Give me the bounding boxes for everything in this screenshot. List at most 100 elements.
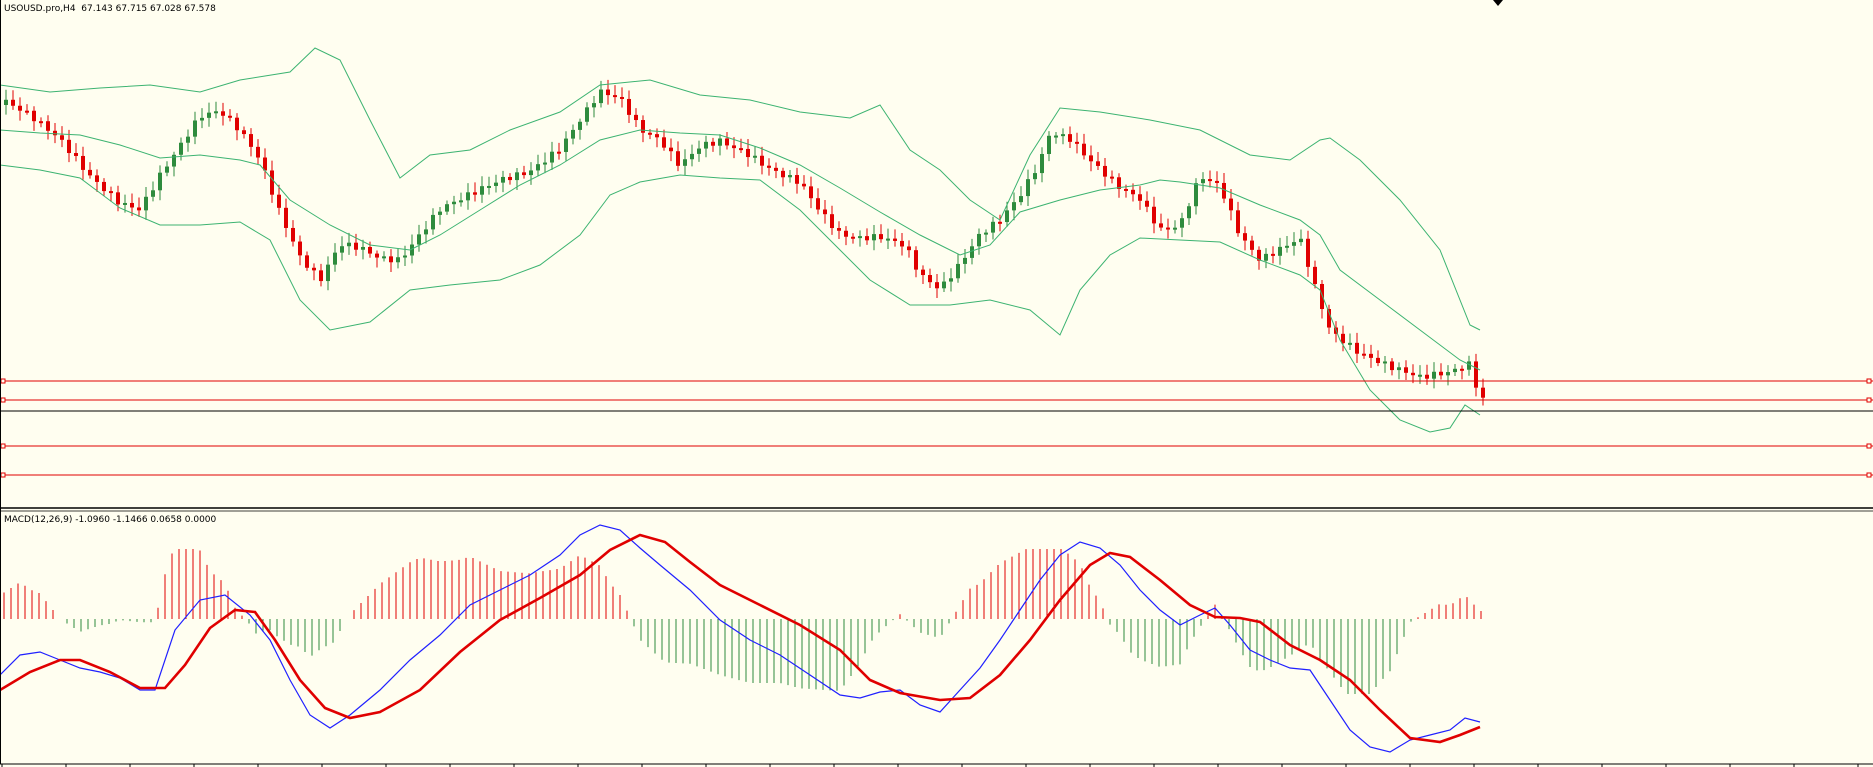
candle (1103, 157, 1107, 187)
candle-body (1474, 361, 1478, 388)
candle (1348, 333, 1352, 351)
candle (1397, 362, 1401, 380)
candle-body (844, 230, 848, 237)
candle-body (928, 275, 932, 283)
candle-body (417, 234, 421, 245)
candle (1425, 364, 1429, 385)
candle (634, 108, 638, 127)
candle-body (746, 148, 750, 158)
candle (1313, 260, 1317, 289)
candle-body (130, 202, 134, 208)
candle (347, 232, 351, 255)
candle (1404, 360, 1408, 380)
candle-body (998, 221, 1002, 224)
candle (249, 128, 253, 157)
candle (739, 138, 743, 153)
candle-body (620, 96, 624, 99)
candle-body (977, 233, 981, 247)
candle-body (536, 164, 540, 171)
horizontal-level (0, 472, 1873, 478)
candle-body (221, 111, 225, 116)
candle (1089, 145, 1093, 172)
candle-body (522, 172, 526, 176)
candle-body (1355, 342, 1359, 354)
candle-body (599, 89, 603, 104)
candle-body (200, 117, 204, 121)
candle-body (1040, 153, 1044, 174)
candle-body (312, 267, 316, 271)
candle (298, 235, 302, 266)
candle (774, 162, 778, 179)
candle (11, 90, 15, 110)
candle-body (1236, 210, 1240, 234)
candle-body (95, 175, 99, 182)
candle (928, 268, 932, 288)
candle-body (578, 121, 582, 130)
candle-body (1082, 143, 1086, 156)
candle-body (1005, 210, 1009, 223)
candle-body (900, 240, 904, 247)
candle-body (1250, 240, 1254, 250)
candle-body (1103, 165, 1107, 177)
candle (795, 167, 799, 194)
candle (1243, 226, 1247, 251)
candle (368, 241, 372, 258)
candle (1264, 248, 1268, 269)
candle-body (515, 172, 519, 181)
candle (942, 272, 946, 293)
level-handle-right (1866, 378, 1872, 384)
candle-body (627, 98, 631, 115)
candle (886, 228, 890, 249)
candle (606, 79, 610, 105)
candle-body (473, 192, 477, 195)
candle-body (1173, 227, 1177, 230)
candle (1327, 304, 1331, 334)
candle (319, 263, 323, 287)
candle (1075, 132, 1079, 154)
level-handle-right (1866, 472, 1872, 478)
candle (494, 174, 498, 193)
candle (522, 165, 526, 179)
macd-signal-line (0, 533, 1481, 744)
candle-body (410, 244, 414, 256)
candle (956, 254, 960, 283)
chart-shift-marker-icon[interactable] (1493, 0, 1503, 6)
candle (1355, 332, 1359, 364)
candle-body (39, 121, 43, 124)
candle (95, 169, 99, 192)
candle-body (1446, 372, 1450, 376)
candle (438, 207, 442, 225)
candle-body (1012, 202, 1016, 211)
candle-body (116, 192, 120, 205)
candle-body (53, 130, 57, 136)
candle (1362, 343, 1366, 359)
candle-body (480, 186, 484, 195)
candle-body (823, 209, 827, 215)
candle-body (1306, 238, 1310, 267)
candle (46, 115, 50, 140)
candle-body (1390, 361, 1394, 371)
candle-body (781, 170, 785, 178)
candle-body (529, 170, 533, 176)
candle-body (718, 138, 722, 146)
candle (753, 145, 757, 164)
candle (592, 95, 596, 118)
candle-body (921, 269, 925, 276)
candle (571, 124, 575, 145)
level-handle-right (1866, 397, 1872, 403)
candle-body (1264, 253, 1268, 261)
candle-body (228, 115, 232, 118)
candle-body (956, 263, 960, 279)
candle (291, 220, 295, 247)
horizontal-levels[interactable] (0, 378, 1873, 478)
candle-body (690, 153, 694, 160)
candle-body (144, 196, 148, 211)
candle (543, 152, 547, 174)
candle-body (1313, 266, 1317, 284)
candle-body (354, 242, 358, 250)
candle-body (25, 110, 29, 113)
candle-body (1026, 179, 1030, 197)
candle (781, 167, 785, 187)
candle-body (991, 221, 995, 233)
